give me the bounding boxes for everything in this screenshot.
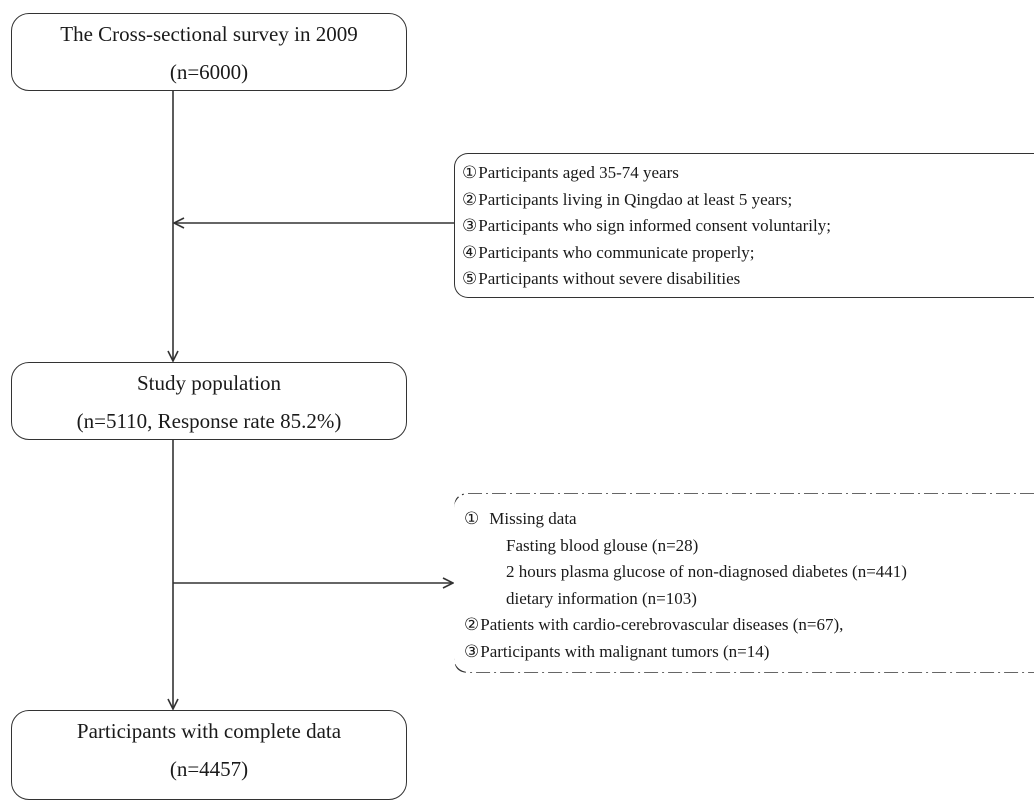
survey-title: The Cross-sectional survey in 2009 [60, 22, 358, 46]
exclusion-sub-item: Fasting blood glouse (n=28) [506, 535, 699, 555]
exclusion-item: ②Patients with cardio-cerebrovascular di… [464, 615, 844, 634]
exclusion-sub-item: dietary information (n=103) [506, 588, 697, 608]
study-population-box: Study population (n=5110, Response rate … [11, 362, 407, 440]
final-title: Participants with complete data [76, 719, 342, 743]
inclusion-item: ④Participants who communicate properly; [462, 242, 755, 262]
exclusion-sub-item: 2 hours plasma glucose of non-diagnosed … [506, 562, 907, 581]
inclusion-item: ①Participants aged 35-74 years [462, 163, 679, 182]
inclusion-item: ③Participants who sign informed consent … [462, 216, 831, 235]
survey-box: The Cross-sectional survey in 2009 (n=60… [11, 13, 407, 91]
study-title: Study population [136, 371, 282, 395]
study-count: (n=5110, Response rate 85.2%) [76, 409, 342, 433]
exclusion-criteria-box: ① Missing data Fasting blood glouse (n=28… [454, 494, 1034, 672]
inclusion-item: ②Participants living in Qingdao at least… [462, 189, 793, 209]
inclusion-item: ⑤Participants without severe disabilitie… [462, 269, 741, 288]
survey-count: (n=6000) [169, 60, 249, 84]
exclusion-item: ① Missing data [464, 509, 577, 528]
final-count: (n=4457) [169, 757, 249, 781]
exclusion-item: ③Participants with malignant tumors (n=1… [464, 641, 770, 661]
final-participants-box: Participants with complete data (n=4457) [11, 710, 407, 800]
inclusion-criteria-box: ①Participants aged 35-74 years ②Particip… [454, 153, 1034, 298]
